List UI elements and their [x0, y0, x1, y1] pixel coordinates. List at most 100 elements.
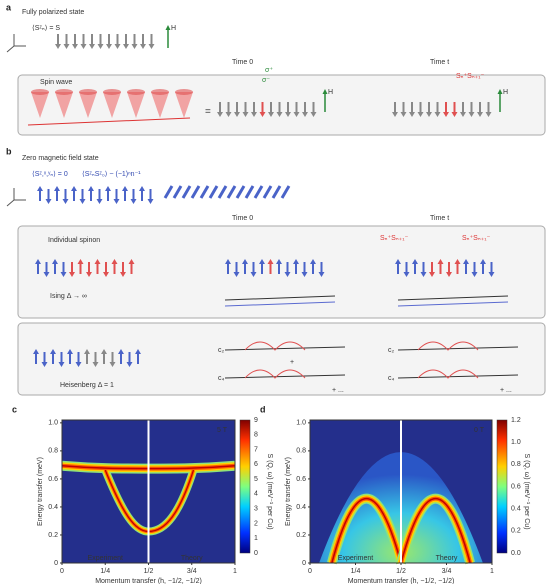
- cone-top: [175, 89, 193, 95]
- field-arrowhead: [322, 89, 328, 94]
- spin-arrow-head: [58, 362, 65, 367]
- spin-arrow-head: [63, 44, 70, 49]
- spin-arrow-head: [139, 186, 145, 191]
- tilted-spin: [262, 185, 273, 199]
- spin-arrow-head: [400, 112, 407, 117]
- x-tick-label: 1: [490, 568, 494, 575]
- spin-arrow-head: [92, 362, 99, 367]
- spin-arrow-head: [97, 44, 104, 49]
- tilted-spin: [253, 185, 264, 199]
- colorbar-tick-label: 0: [254, 550, 258, 557]
- spin-arrow-head: [130, 199, 137, 204]
- x-tick-label: 3/4: [187, 568, 197, 575]
- cone: [31, 92, 49, 118]
- spin-arrow-head: [446, 272, 452, 277]
- dots: + ...: [332, 387, 344, 394]
- spin-arrow-head: [234, 112, 240, 117]
- spin-arrow-head: [395, 259, 401, 264]
- spin-arrow-head: [267, 259, 274, 264]
- y-tick-label: 0.2: [296, 532, 306, 539]
- spin-arrow-head: [45, 199, 52, 204]
- region-label: Experiment: [338, 555, 373, 562]
- spin-arrow-head: [242, 259, 248, 264]
- spin-arrow-head: [60, 272, 67, 277]
- spin-arrow-head: [293, 259, 299, 264]
- spin-arrow-head: [403, 272, 410, 277]
- panel-label: a: [6, 2, 12, 12]
- field-label: H: [503, 89, 508, 96]
- spin-arrow-head: [89, 44, 95, 49]
- spin-arrow-head: [301, 272, 308, 277]
- chain-line: [224, 301, 336, 307]
- state-label: ⟨Sᶻₙ⟩ = S: [32, 24, 60, 32]
- colorbar-tick-label: 0.0: [511, 550, 521, 557]
- chain-line: [397, 301, 509, 307]
- spin-arrow-head: [488, 272, 495, 277]
- y-tick-label: 0.6: [48, 476, 58, 483]
- spin-arrow-head: [468, 112, 475, 117]
- spin-arrow-head: [106, 44, 112, 49]
- y-tick-label: 0.6: [296, 476, 306, 483]
- lower-boundary: [331, 498, 402, 564]
- box-title: Spin wave: [40, 79, 72, 86]
- cone-top: [55, 89, 73, 95]
- spin-arrow-head: [140, 44, 146, 49]
- spin-arrow-head: [268, 112, 274, 117]
- spin-arrow-head: [443, 112, 449, 117]
- spin-arrow-head: [122, 186, 128, 191]
- tilted-spin: [244, 185, 255, 199]
- x-tick-label: 1/4: [100, 568, 110, 575]
- heisenberg-box: [17, 322, 546, 396]
- tilted-spin: [280, 185, 291, 199]
- cone-top: [79, 89, 97, 95]
- x-tick-label: 0: [60, 568, 64, 575]
- field-label: H: [171, 25, 176, 32]
- y-tick-label: 1.0: [48, 420, 58, 427]
- spin-arrow-head: [33, 349, 39, 354]
- y-tick-label: 0.4: [48, 504, 58, 511]
- correlation-label: Sₙ⁺Sₙ₊₁⁻: [456, 73, 485, 80]
- time-label: Time 0: [232, 215, 253, 222]
- spin-arrow-head: [417, 112, 424, 117]
- region-label: Theory: [436, 555, 458, 562]
- x-axis-label: Momentum transfer (h, −1/2, −1/2): [95, 578, 202, 584]
- chain-line: [224, 295, 336, 301]
- cone: [55, 92, 73, 118]
- spin-arrow-head: [310, 259, 316, 264]
- spin-arrow-head: [101, 349, 107, 354]
- colorbar-tick-label: 0.8: [511, 461, 521, 468]
- cone-top: [103, 89, 121, 95]
- colorbar-tick-label: 6: [254, 461, 258, 468]
- spin-arrow-head: [251, 112, 257, 117]
- spin-arrow-head: [148, 44, 155, 49]
- spin-arrow-head: [84, 349, 90, 354]
- spin-arrow-head: [225, 259, 231, 264]
- spin-arrow-head: [88, 186, 94, 191]
- spin-arrow-head: [471, 272, 478, 277]
- tilted-spin: [271, 185, 282, 199]
- spin-arrow-head: [55, 44, 61, 49]
- annotation: 5 T: [217, 427, 228, 434]
- colorbar-tick-label: 0.4: [511, 506, 521, 513]
- spin-arrow-head: [412, 259, 418, 264]
- wave-packet: [417, 369, 479, 379]
- spin-arrow-head: [477, 112, 483, 117]
- spin-arrow-head: [105, 186, 111, 191]
- term-label: Sₙ⁺Sₙ₊₁⁻: [380, 235, 409, 242]
- term-label: Sₙ⁺Sₙ₊₁⁻: [462, 235, 491, 242]
- chain-line: [397, 295, 509, 301]
- colorbar-tick-label: 1.0: [511, 439, 521, 446]
- region-label: Theory: [181, 555, 203, 562]
- colorbar-tick-label: 1: [254, 535, 258, 542]
- x-tick-label: 1: [233, 568, 237, 575]
- spin-arrow-head: [420, 272, 427, 277]
- spin-arrow-head: [463, 259, 469, 264]
- wave-packet: [244, 369, 306, 379]
- spin-arrow-head: [80, 44, 87, 49]
- dots: + ...: [500, 387, 512, 394]
- spin-arrow-head: [118, 349, 124, 354]
- panel-label: d: [260, 404, 266, 414]
- time-label: Time t: [430, 59, 449, 66]
- colorbar-tick-label: 5: [254, 476, 258, 483]
- lower-boundary: [400, 498, 471, 564]
